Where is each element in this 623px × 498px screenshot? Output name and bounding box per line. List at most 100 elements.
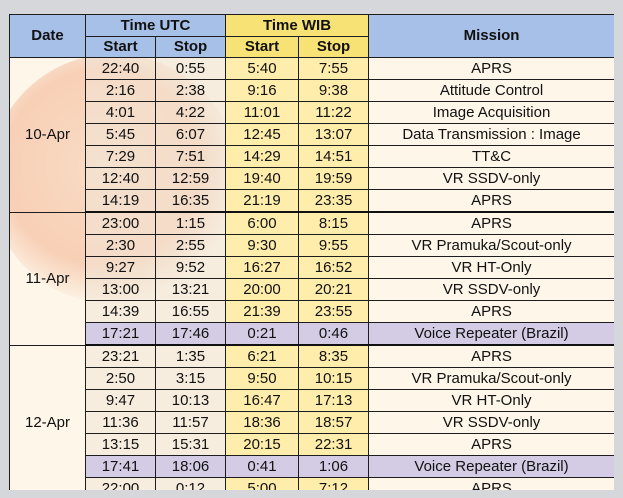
header-time-utc: Time UTC xyxy=(84,14,227,37)
header-date: Date xyxy=(9,14,86,58)
wib-start-cell: 0:41 xyxy=(225,455,300,478)
utc-start-cell: 14:39 xyxy=(85,300,156,323)
mission-cell: VR HT-Only xyxy=(368,389,614,412)
table-row: 14:39 16:55 21:39 23:55 APRS xyxy=(10,300,614,323)
wib-stop-cell: 19:59 xyxy=(298,167,370,190)
wib-stop-cell: 8:15 xyxy=(298,211,370,235)
utc-start-cell: 9:27 xyxy=(85,256,156,279)
wib-start-cell: 0:21 xyxy=(225,322,300,346)
utc-start-cell: 17:21 xyxy=(85,322,156,346)
wib-stop-cell: 23:55 xyxy=(298,300,370,323)
utc-stop-cell: 12:59 xyxy=(154,167,227,190)
wib-stop-cell: 10:15 xyxy=(298,367,370,390)
utc-start-cell: 13:15 xyxy=(85,433,156,456)
wib-start-cell: 5:00 xyxy=(225,477,300,490)
wib-start-cell: 19:40 xyxy=(225,167,300,190)
utc-start-cell: 23:21 xyxy=(85,344,156,368)
wib-start-cell: 5:40 xyxy=(225,57,300,80)
mission-cell: Voice Repeater (Brazil) xyxy=(368,455,614,478)
wib-stop-cell: 7:12 xyxy=(298,477,370,490)
table-row: 4:01 4:22 11:01 11:22 Image Acquisition xyxy=(10,101,614,124)
header-wib-start: Start xyxy=(225,36,300,58)
table-row: 2:16 2:38 9:16 9:38 Attitude Control xyxy=(10,79,614,102)
utc-stop-cell: 2:38 xyxy=(154,79,227,102)
wib-stop-cell: 22:31 xyxy=(298,433,370,456)
wib-stop-cell: 16:52 xyxy=(298,256,370,279)
header-mission: Mission xyxy=(368,14,614,58)
utc-start-cell: 22:00 xyxy=(85,477,156,490)
mission-cell: VR SSDV-only xyxy=(368,167,614,190)
mission-cell: VR Pramuka/Scout-only xyxy=(368,234,614,257)
wib-stop-cell: 17:13 xyxy=(298,389,370,412)
date-cell: 11-Apr xyxy=(9,211,86,346)
table-row: 7:29 7:51 14:29 14:51 TT&C xyxy=(10,145,614,168)
utc-start-cell: 2:16 xyxy=(85,79,156,102)
wib-start-cell: 20:00 xyxy=(225,278,300,301)
table-row: 11:36 11:57 18:36 18:57 VR SSDV-only xyxy=(10,411,614,434)
utc-stop-cell: 0:55 xyxy=(154,57,227,80)
utc-stop-cell: 9:52 xyxy=(154,256,227,279)
utc-start-cell: 22:40 xyxy=(85,57,156,80)
schedule-body: 10-Apr 22:40 0:55 5:40 7:55 APRS 2:16 2:38 9:16 9… xyxy=(9,57,614,490)
wib-stop-cell: 7:55 xyxy=(298,57,370,80)
table-row: 14:19 16:35 21:19 23:35 APRS xyxy=(10,189,614,213)
table-row: 13:15 15:31 20:15 22:31 APRS xyxy=(10,433,614,456)
utc-stop-cell: 11:57 xyxy=(154,411,227,434)
mission-cell: APRS xyxy=(368,189,614,213)
utc-stop-cell: 4:22 xyxy=(154,101,227,124)
mission-cell: APRS xyxy=(368,57,614,80)
table-row: 17:41 18:06 0:41 1:06 Voice Repeater (Brazil… xyxy=(10,455,614,478)
utc-stop-cell: 13:21 xyxy=(154,278,227,301)
table-row: 5:45 6:07 12:45 13:07 Data Transmission : Im… xyxy=(10,123,614,146)
mission-cell: VR Pramuka/Scout-only xyxy=(368,367,614,390)
schedule-frame: Date Time UTC Time WIB Mission Start Sto… xyxy=(9,14,614,490)
utc-stop-cell: 1:15 xyxy=(154,211,227,235)
table-row: 11-Apr 23:00 1:15 6:00 8:15 APRS xyxy=(9,211,614,346)
wib-stop-cell: 0:46 xyxy=(298,322,370,346)
utc-start-cell: 17:41 xyxy=(85,455,156,478)
wib-start-cell: 6:00 xyxy=(225,211,300,235)
mission-cell: Voice Repeater (Brazil) xyxy=(368,322,614,346)
utc-stop-cell: 15:31 xyxy=(154,433,227,456)
date-cell: 10-Apr xyxy=(9,57,86,213)
wib-start-cell: 9:16 xyxy=(225,79,300,102)
utc-start-cell: 23:00 xyxy=(85,211,156,235)
header-wib-stop: Stop xyxy=(298,36,370,58)
utc-stop-cell: 1:35 xyxy=(154,344,227,368)
table-row: 22:00 0:12 5:00 7:12 APRS xyxy=(10,477,614,490)
mission-schedule-table: Date Time UTC Time WIB Mission Start Sto… xyxy=(9,14,614,490)
mission-cell: VR SSDV-only xyxy=(368,278,614,301)
mission-cell: Image Acquisition xyxy=(368,101,614,124)
table-row: 17:21 17:46 0:21 0:46 Voice Repeater (Brazil… xyxy=(10,322,614,346)
wib-start-cell: 6:21 xyxy=(225,344,300,368)
utc-stop-cell: 0:12 xyxy=(154,477,227,490)
wib-stop-cell: 13:07 xyxy=(298,123,370,146)
utc-start-cell: 7:29 xyxy=(85,145,156,168)
utc-start-cell: 14:19 xyxy=(85,189,156,213)
table-row: 10-Apr 22:40 0:55 5:40 7:55 APRS xyxy=(9,57,614,213)
utc-start-cell: 13:00 xyxy=(85,278,156,301)
utc-start-cell: 12:40 xyxy=(85,167,156,190)
wib-stop-cell: 8:35 xyxy=(298,344,370,368)
header-utc-stop: Stop xyxy=(154,36,227,58)
header-row-top: Date Time UTC Time WIB Mission xyxy=(9,14,614,58)
mission-cell: VR HT-Only xyxy=(368,256,614,279)
table-row: 9:27 9:52 16:27 16:52 VR HT-Only xyxy=(10,256,614,279)
wib-stop-cell: 9:38 xyxy=(298,79,370,102)
table-row: 2:30 2:55 9:30 9:55 VR Pramuka/Scout-only xyxy=(10,234,614,257)
wib-stop-cell: 20:21 xyxy=(298,278,370,301)
wib-stop-cell: 18:57 xyxy=(298,411,370,434)
wib-start-cell: 16:27 xyxy=(225,256,300,279)
table-row: 12:40 12:59 19:40 19:59 VR SSDV-only xyxy=(10,167,614,190)
wib-start-cell: 11:01 xyxy=(225,101,300,124)
utc-start-cell: 11:36 xyxy=(85,411,156,434)
wib-start-cell: 21:19 xyxy=(225,189,300,213)
header-row-sub: Start Stop Start Stop xyxy=(10,36,615,58)
mission-cell: TT&C xyxy=(368,145,614,168)
utc-start-cell: 5:45 xyxy=(85,123,156,146)
date-cell: 12-Apr xyxy=(9,344,86,490)
utc-start-cell: 2:50 xyxy=(85,367,156,390)
wib-stop-cell: 9:55 xyxy=(298,234,370,257)
wib-start-cell: 9:50 xyxy=(225,367,300,390)
utc-stop-cell: 17:46 xyxy=(154,322,227,346)
